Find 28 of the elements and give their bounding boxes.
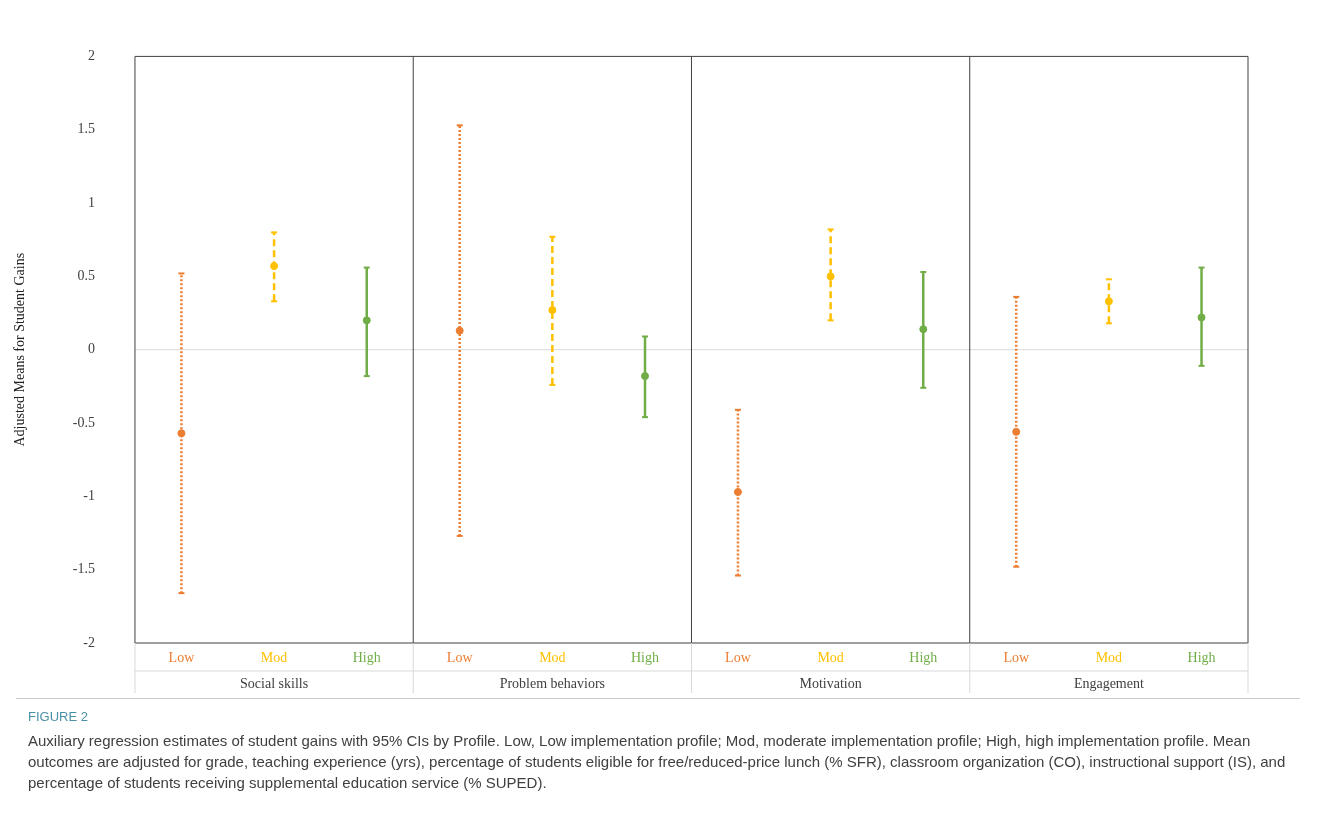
text: Low <box>168 649 195 665</box>
text: Mod <box>817 649 844 665</box>
y-tick-label: -1.5 <box>72 561 95 577</box>
text: Low <box>725 649 752 665</box>
y-tick-label: 1 <box>87 194 95 210</box>
text: High <box>352 649 381 665</box>
text: Mod <box>260 649 288 665</box>
text: Mod <box>539 649 566 665</box>
y-tick-label: 0 <box>87 341 95 357</box>
y-tick-label: -1 <box>83 488 95 504</box>
text: Auxiliary regression estimates of student gains with 95% CIs by Profile. Low, Low implementation profile; Mod, moderate implementation profile; High, high implementation profile. Mean outcomes are adjusted for grade, teaching experience (yrs), percentage of students eligible for free/reduced-price lunch (% SFR), classroom organization (CO), instructional support (IS), and percentage of students receiving supplemental education service (% SUPED). <box>28 731 1287 793</box>
y-tick-label: 1.5 <box>77 121 95 137</box>
y-tick-label: 2 <box>87 48 95 64</box>
text: Mod <box>1095 649 1123 665</box>
text: Low <box>446 649 473 665</box>
x-tick-label: Social skills <box>240 675 309 691</box>
x-tick-label: Motivation <box>799 675 862 691</box>
x-tick-label: Problem behaviors <box>499 675 606 691</box>
y-tick-label: 0.5 <box>77 268 95 284</box>
y-axis-title: Adjusted Means for Student Gains <box>12 252 28 447</box>
y-tick-label: -2 <box>83 634 95 650</box>
y-tick-label: -0.5 <box>72 414 95 430</box>
text: FIGURE 2 <box>28 709 89 724</box>
text: High <box>909 649 938 665</box>
x-tick-label: Engagement <box>1073 675 1144 691</box>
text: Low <box>1003 649 1030 665</box>
text: High <box>1187 649 1216 665</box>
text: High <box>631 649 660 665</box>
